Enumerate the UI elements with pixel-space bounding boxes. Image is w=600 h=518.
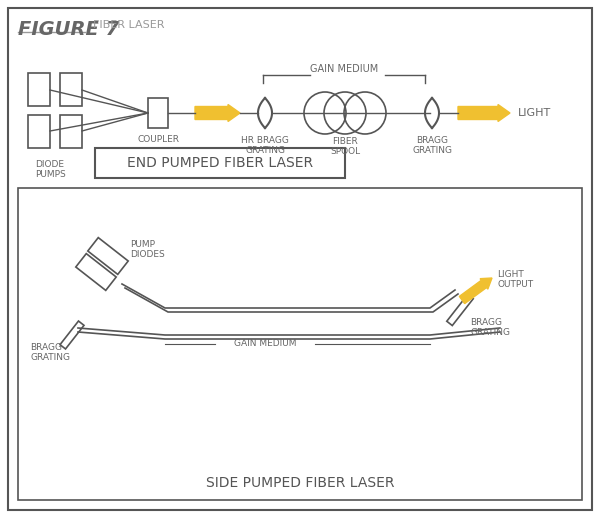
Text: PUMP
DIODES: PUMP DIODES: [130, 240, 165, 260]
Text: FIBER
SPOOL: FIBER SPOOL: [330, 137, 360, 156]
Text: END PUMPED FIBER LASER: END PUMPED FIBER LASER: [127, 156, 313, 170]
Text: GAIN MEDIUM: GAIN MEDIUM: [310, 64, 378, 74]
Text: SIDE PUMPED FIBER LASER: SIDE PUMPED FIBER LASER: [206, 476, 394, 490]
Text: FIBER LASER: FIBER LASER: [93, 20, 164, 30]
FancyArrow shape: [195, 105, 240, 122]
FancyArrow shape: [460, 278, 492, 304]
Text: LIGHT
OUTPUT: LIGHT OUTPUT: [497, 270, 533, 290]
Text: HR BRAGG
GRATING: HR BRAGG GRATING: [241, 136, 289, 155]
Text: BRAGG
GRATING: BRAGG GRATING: [30, 343, 70, 363]
Text: LIGHT: LIGHT: [518, 108, 551, 118]
Text: DIODE
PUMPS: DIODE PUMPS: [35, 160, 65, 179]
Text: BRAGG
GRATING: BRAGG GRATING: [470, 318, 510, 337]
Text: GAIN MEDIUM: GAIN MEDIUM: [234, 339, 296, 349]
Text: COUPLER: COUPLER: [137, 135, 179, 144]
Text: FIGURE 7: FIGURE 7: [18, 20, 119, 39]
Text: BRAGG
GRATING: BRAGG GRATING: [412, 136, 452, 155]
FancyArrow shape: [458, 105, 510, 122]
